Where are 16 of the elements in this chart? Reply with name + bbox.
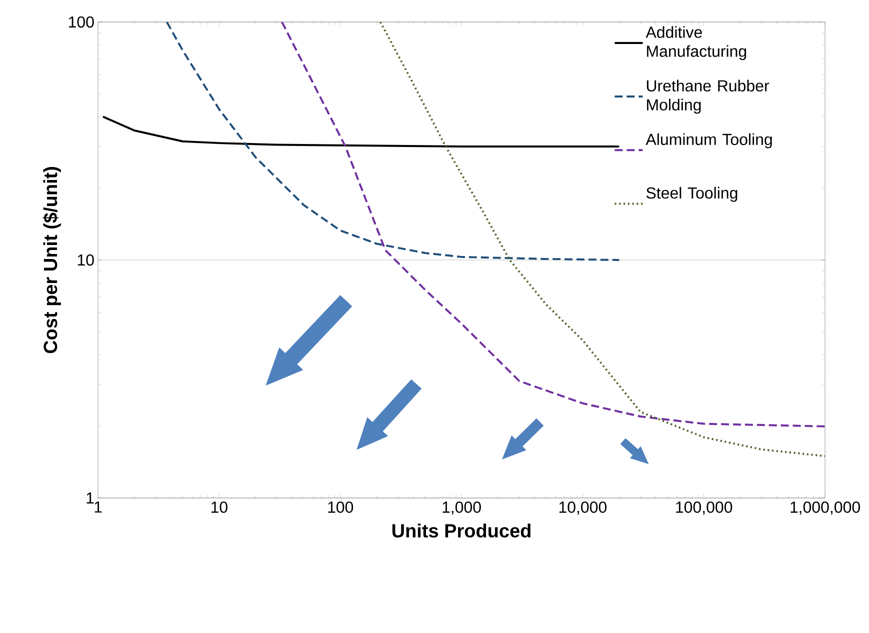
legend-label: Steel Tooling: [646, 186, 738, 202]
y-tick-label: 10: [78, 254, 94, 266]
y-tick-label: 1: [86, 492, 94, 504]
x-tick-label: 100: [328, 502, 354, 513]
legend-label: Aluminum Tooling: [646, 133, 772, 148]
x-tick-label: 10,000: [559, 502, 607, 515]
x-tick-label: 10: [211, 502, 228, 513]
x-tick-label: 100,000: [676, 502, 732, 515]
legend-label: Additive Manufacturing: [646, 26, 746, 60]
y-tick-label: 100: [69, 16, 94, 28]
x-tick-label: 1,000,000: [790, 502, 860, 515]
y-axis-title: Cost per Unit ($/unit): [42, 167, 61, 354]
x-axis-title: Units Produced: [392, 524, 530, 538]
legend-label: Urethane Rubber Molding: [646, 80, 770, 114]
x-tick-label: 1: [94, 502, 102, 513]
x-tick-label: 1,000: [442, 502, 481, 515]
